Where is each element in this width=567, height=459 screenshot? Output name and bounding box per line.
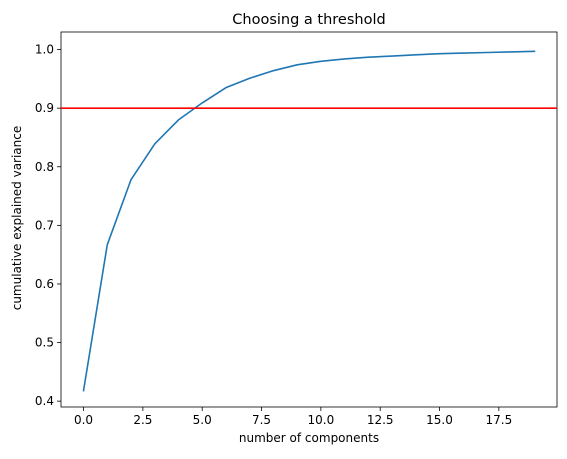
y-tick-label: 1.0 xyxy=(35,43,54,57)
y-tick-label: 0.8 xyxy=(35,160,54,174)
x-axis-label: number of components xyxy=(239,431,379,445)
y-axis-label: cumulative explained variance xyxy=(10,126,24,311)
chart-title: Choosing a threshold xyxy=(232,12,385,28)
y-tick-label: 0.5 xyxy=(35,336,54,350)
series-line xyxy=(82,50,536,392)
y-tick-label: 0.4 xyxy=(35,394,54,408)
y-tick-label: 0.7 xyxy=(35,218,54,232)
x-tick-label: 15.0 xyxy=(426,413,453,427)
x-tick-label: 0.0 xyxy=(74,413,93,427)
x-tick-label: 10.0 xyxy=(308,413,335,427)
y-tick-label: 0.6 xyxy=(35,277,54,291)
x-tick-label: 5.0 xyxy=(193,413,212,427)
x-tick-label: 7.5 xyxy=(252,413,271,427)
axes-frame xyxy=(60,31,558,408)
x-tick-label: 2.5 xyxy=(133,413,152,427)
plot-area: 0.0 2.5 5.0 7.5 10.0 12.5 15.0 17.5 0.4 0.5 0.6 0.7… xyxy=(35,31,558,427)
x-tick-label: 12.5 xyxy=(367,413,394,427)
y-tick-label: 0.9 xyxy=(35,101,54,115)
x-tick-label: 17.5 xyxy=(485,413,512,427)
